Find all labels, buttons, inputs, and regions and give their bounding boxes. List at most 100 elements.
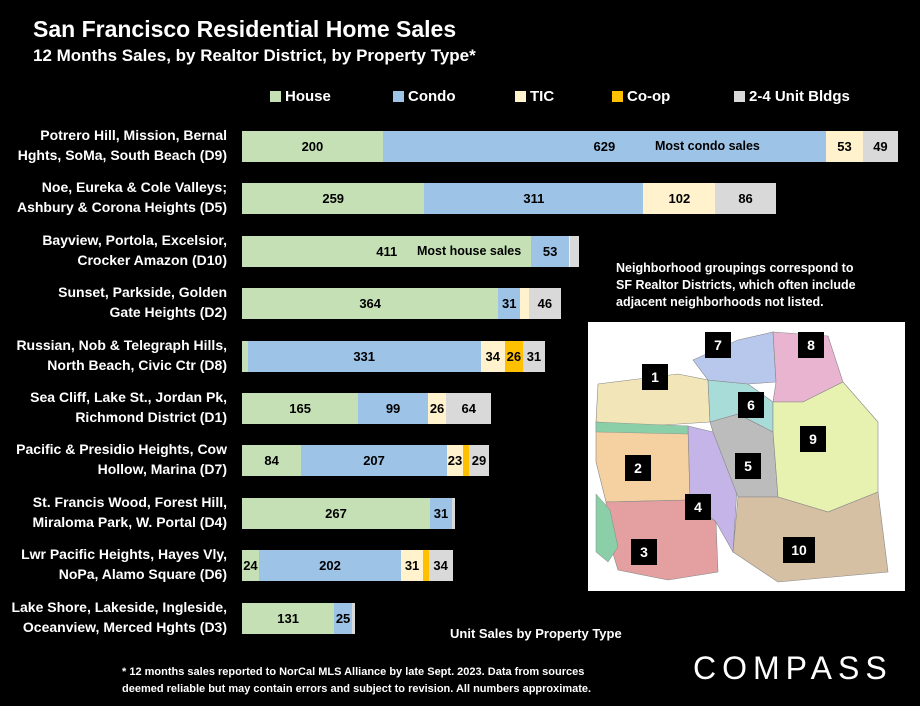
legend-item: 2-4 Unit Bldgs: [734, 88, 850, 105]
map-note-line: SF Realtor Districts, which often includ…: [616, 278, 856, 292]
data-label: 64: [461, 401, 476, 416]
bar-segment-2-4-unit-bldgs: [451, 497, 455, 529]
data-label: 34: [433, 558, 448, 574]
chart-subtitle: 12 Months Sales, by Realtor District, by…: [33, 46, 476, 65]
data-label: 311: [523, 191, 545, 207]
legend-label: TIC: [530, 88, 555, 105]
data-label: 31: [404, 558, 420, 574]
svg-text:5: 5: [744, 458, 752, 474]
bar-segment-house: 411: [242, 235, 532, 267]
svg-text:9: 9: [809, 431, 817, 447]
data-label: 46: [537, 296, 553, 312]
compass-logo: COMPASS: [693, 650, 893, 686]
legend-label: Co-op: [627, 88, 671, 105]
svg-text:7: 7: [714, 337, 722, 353]
park-area: [595, 421, 689, 435]
category-label: Lake Shore, Lakeside, Ingleside, Oceanvie…: [11, 598, 227, 635]
category-label: Sunset, Parkside, Golden Gate Heights (D2…: [58, 284, 227, 321]
data-label: 25: [335, 610, 351, 626]
data-label: 102: [668, 191, 691, 207]
district-badge: 7: [705, 332, 731, 358]
data-label: 53: [837, 139, 852, 154]
bar-segment-condo: 25: [334, 602, 352, 634]
bar-segment-tic: 53: [825, 131, 864, 162]
svg-text:4: 4: [694, 499, 702, 515]
bar-segment-tic: 102: [643, 183, 716, 215]
bar-segment-condo: 31: [498, 288, 521, 320]
data-label: 200: [301, 139, 324, 154]
data-label: 31: [502, 296, 517, 312]
data-label: 86: [738, 191, 753, 207]
bar-segment-house: 131: [242, 602, 335, 634]
data-label: 364: [359, 296, 382, 312]
footnote-line: * 12 months sales reported to NorCal MLS…: [122, 666, 585, 678]
bar-segment-tic: 34: [480, 340, 505, 372]
category-label: Bayview, Portola, Excelsior, Crocker Amaz…: [42, 231, 227, 268]
map-note: Neighborhood groupings correspond to SF …: [616, 260, 906, 311]
bar-segment-condo: 31: [430, 497, 452, 529]
legend-swatch: [270, 91, 281, 102]
data-label: 202: [319, 558, 341, 574]
bar-segment-house: 84: [242, 445, 302, 477]
bar-segment-house: 364: [242, 288, 499, 320]
data-label: 629: [593, 139, 616, 154]
district-map-svg: 1 2 3 4 5 6 7 8 9 10: [588, 322, 905, 591]
data-label: 99: [385, 401, 401, 416]
district-badge: 3: [631, 539, 657, 565]
district-badge: 5: [735, 453, 761, 479]
footnote: * 12 months sales reported to NorCal MLS…: [122, 664, 591, 698]
bar-segment-2-4-unit-bldgs: 86: [715, 183, 776, 215]
bar-segment-tic: 26: [427, 393, 447, 424]
bar-segment-2-4-unit-bldgs: 34: [428, 550, 453, 582]
data-label: 259: [322, 191, 345, 207]
legend-swatch: [612, 91, 623, 102]
bar-segment-condo: 202: [258, 550, 402, 582]
bar-segment-co-op: [463, 445, 469, 477]
category-label: St. Francis Wood, Forest Hill, Miraloma P…: [32, 493, 228, 530]
data-label: 29: [471, 453, 487, 469]
park-area: [595, 493, 619, 563]
data-label: 26: [429, 401, 445, 416]
bar-segment-house: 259: [242, 183, 425, 215]
svg-text:8: 8: [807, 337, 815, 353]
bar-annotation: Most condo sales: [655, 139, 760, 153]
bar-segment-tic: 31: [401, 550, 423, 582]
legend-swatch: [515, 91, 526, 102]
data-label: 26: [506, 348, 522, 364]
district-badge: 6: [738, 392, 764, 418]
legend-swatch: [734, 91, 745, 102]
bar-segment-tic: [568, 235, 571, 267]
data-label: 331: [353, 348, 376, 364]
district-badge: 4: [685, 494, 711, 520]
bar-annotation: Most house sales: [417, 243, 522, 258]
bar-segment-condo: 629: [382, 131, 826, 162]
data-label: 24: [243, 558, 258, 574]
category-label: Sea Cliff, Lake St., Jordan Pk, Richmond …: [30, 389, 227, 425]
data-label: 131: [277, 610, 299, 626]
map-note-line: Neighborhood groupings correspond to: [616, 261, 854, 275]
bar-segment-2-4-unit-bldgs: 29: [468, 445, 490, 477]
svg-text:6: 6: [747, 397, 755, 413]
legend: House Condo TIC Co-op 2-4 Unit Bldgs: [0, 88, 920, 110]
legend-item: Co-op: [612, 88, 670, 105]
data-label: 53: [542, 243, 558, 259]
bar-segment-condo: 311: [424, 183, 644, 215]
data-label: 165: [289, 401, 311, 416]
bar-segment-house: 24: [242, 550, 259, 582]
bar-segment-tic: 23: [446, 445, 464, 477]
legend-item: Condo: [393, 88, 455, 105]
category-label: Pacific & Presidio Heights, Cow Hollow, M…: [16, 441, 227, 478]
bar-segment-2-4-unit-bldgs: [570, 235, 579, 267]
bar-segment-co-op: 26: [504, 340, 523, 372]
bar-segment-tic: [520, 288, 529, 320]
data-label: 34: [485, 348, 500, 364]
category-label: Potrero Hill, Mission, Bernal Hghts, SoMa…: [17, 127, 227, 163]
legend-item: House: [270, 88, 331, 105]
data-label: 267: [325, 505, 347, 521]
bar-segment-house: [242, 340, 248, 372]
bar-segment-2-4-unit-bldgs: 31: [523, 340, 545, 372]
district-badge: 2: [625, 455, 651, 481]
bar-segment-house: 200: [242, 131, 383, 162]
legend-swatch: [393, 91, 404, 102]
bar-segment-2-4-unit-bldgs: 64: [446, 393, 492, 424]
